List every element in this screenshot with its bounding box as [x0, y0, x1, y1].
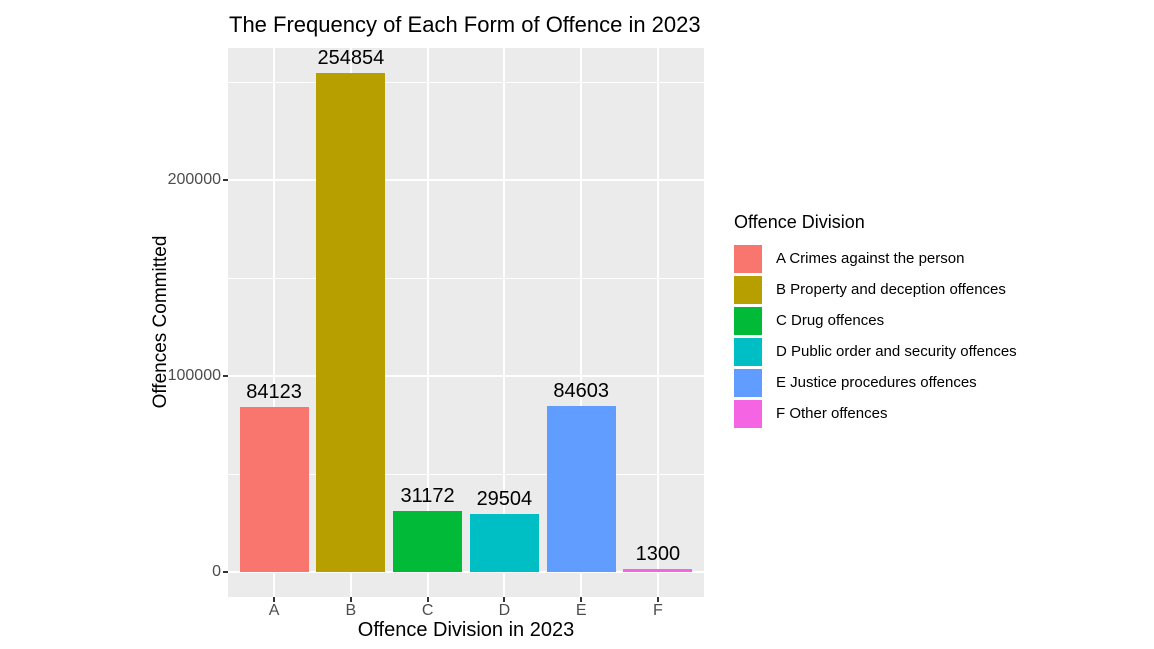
- gridline-major-x: [580, 48, 583, 597]
- x-tick-label: B: [345, 602, 357, 619]
- legend-entry-label: C Drug offences: [776, 312, 885, 329]
- legend-entry: B Property and deception offences: [734, 276, 1017, 304]
- gridline-major-y: [228, 571, 704, 574]
- bar-value-label-c: 31172: [400, 484, 455, 507]
- bar-a: [239, 407, 309, 573]
- bar-c: [393, 510, 463, 573]
- bar-value-label-d: 29504: [476, 488, 533, 511]
- x-tick-mark: [349, 597, 352, 602]
- legend-swatch: [734, 245, 762, 273]
- x-tick-mark: [273, 597, 276, 602]
- legend-swatch: [734, 369, 762, 397]
- bar-e: [546, 406, 616, 573]
- legend-title: Offence Division: [734, 212, 865, 232]
- y-tick-mark: [223, 179, 228, 182]
- legend-entry: D Public order and security offences: [734, 338, 1017, 366]
- legend: Offence Division A Crimes against the pe…: [734, 212, 1017, 431]
- gridline-minor-y: [228, 473, 704, 475]
- bar-value-label-f: 1300: [635, 543, 681, 566]
- gridline-minor-y: [228, 277, 704, 279]
- legend-entry-label: E Justice procedures offences: [776, 374, 977, 391]
- x-tick-label: D: [498, 602, 511, 619]
- legend-entry-label: A Crimes against the person: [776, 250, 965, 267]
- bar-d: [469, 514, 539, 573]
- legend-entry-label: D Public order and security offences: [776, 343, 1017, 360]
- x-tick-label: C: [421, 602, 434, 619]
- chart-title: The Frequency of Each Form of Offence in…: [229, 12, 701, 37]
- gridline-major-y: [228, 179, 704, 182]
- bar-value-label-a: 84123: [246, 381, 302, 404]
- y-tick-label: 0: [212, 563, 221, 581]
- x-tick-label: F: [653, 602, 663, 619]
- gridline-major-x: [273, 48, 276, 597]
- plot-panel: [228, 48, 704, 597]
- x-tick-label: E: [575, 602, 587, 619]
- y-tick-mark: [223, 375, 228, 378]
- legend-entry: F Other offences: [734, 400, 1017, 428]
- legend-swatch: [734, 338, 762, 366]
- y-axis-title: Offences Committed: [150, 235, 171, 409]
- legend-entries: A Crimes against the person B Property an…: [734, 245, 1017, 428]
- gridline-major-x: [656, 48, 659, 597]
- gridline-major-x: [426, 48, 429, 597]
- legend-swatch: [734, 307, 762, 335]
- gridline-major-x: [503, 48, 506, 597]
- legend-entry: E Justice procedures offences: [734, 369, 1017, 397]
- gridline-minor-y: [228, 81, 704, 83]
- gridline-major-y: [228, 375, 704, 378]
- bar-value-label-e: 84603: [553, 380, 609, 403]
- x-tick-label: A: [268, 602, 280, 619]
- x-tick-mark: [426, 597, 429, 602]
- y-tick-label: 100000: [167, 367, 221, 385]
- legend-swatch: [734, 400, 762, 428]
- legend-entry: A Crimes against the person: [734, 245, 1017, 273]
- bar-value-label-b: 254854: [317, 46, 385, 69]
- legend-entry: C Drug offences: [734, 307, 1017, 335]
- x-tick-mark: [656, 597, 659, 602]
- x-axis-title: Offence Division in 2023: [357, 619, 575, 641]
- bar-b: [316, 72, 386, 573]
- y-tick-mark: [223, 571, 228, 574]
- y-tick-label: 200000: [167, 171, 221, 189]
- legend-entry-label: F Other offences: [776, 405, 888, 422]
- legend-entry-label: B Property and deception offences: [776, 281, 1006, 298]
- bar-f: [623, 569, 693, 573]
- legend-swatch: [734, 276, 762, 304]
- x-tick-mark: [503, 597, 506, 602]
- x-tick-mark: [580, 597, 583, 602]
